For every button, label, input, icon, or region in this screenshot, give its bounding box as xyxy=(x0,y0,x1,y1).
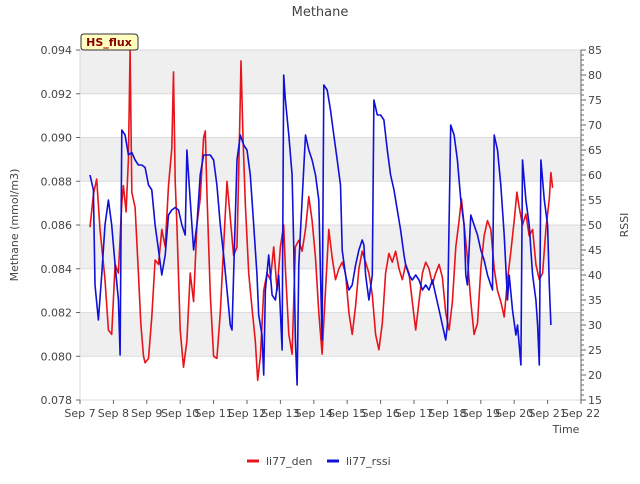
x-tick-label: Sep 12 xyxy=(228,407,266,420)
y2-tick-label: 60 xyxy=(588,169,602,182)
plot-band xyxy=(80,137,581,182)
plot-band xyxy=(80,312,581,357)
plot-bands xyxy=(80,50,581,357)
y-tick-label: 0.080 xyxy=(41,350,73,363)
chart-title: Methane xyxy=(292,5,349,20)
y-tick-label: 0.092 xyxy=(41,88,73,101)
y2-axis: 15 20 25 30 35 40 45 50 55 60 65 70 75 80 85 xyxy=(580,44,602,407)
series-layer xyxy=(89,49,554,386)
hs-flux-badge: HS_flux xyxy=(80,33,139,51)
y2-tick-label: 85 xyxy=(588,44,602,57)
x-tick-label: Sep 15 xyxy=(328,407,366,420)
y-axis: 0.078 0.080 0.082 0.084 0.086 0.088 0.090 0.092… xyxy=(41,44,80,407)
y-tick-label: 0.086 xyxy=(41,219,73,232)
x-tick-label: Sep 22 xyxy=(562,407,600,420)
x-tick-label: Sep 11 xyxy=(194,407,232,420)
legend: li77_den li77_rssi xyxy=(247,455,391,468)
y2-axis-title: RSSI xyxy=(618,213,631,238)
y2-tick-label: 50 xyxy=(588,219,602,232)
x-tick-label: Sep 14 xyxy=(295,407,333,420)
y-tick-label: 0.090 xyxy=(41,132,73,145)
y2-tick-label: 35 xyxy=(588,294,602,307)
series-line-li77_rssi xyxy=(89,74,552,386)
y-tick-label: 0.082 xyxy=(41,307,73,320)
plot-band xyxy=(80,50,581,94)
x-axis-title: Time xyxy=(552,423,580,436)
y2-tick-label: 75 xyxy=(588,94,602,107)
y2-tick-label: 40 xyxy=(588,269,602,282)
y2-tick-label: 70 xyxy=(588,119,602,132)
y2-tick-label: 20 xyxy=(588,369,602,382)
hs-flux-label: HS_flux xyxy=(86,36,132,49)
y2-tick-label: 65 xyxy=(588,144,602,157)
y-tick-label: 0.078 xyxy=(41,394,73,407)
x-tick-label: Sep 7 xyxy=(64,407,95,420)
y2-tick-label: 80 xyxy=(588,69,602,82)
legend-label-li77_den: li77_den xyxy=(266,455,312,468)
y-tick-label: 0.094 xyxy=(41,44,73,57)
y2-tick-label: 15 xyxy=(588,394,602,407)
x-tick-label: Sep 17 xyxy=(395,407,433,420)
x-tick-label: Sep 8 xyxy=(98,407,129,420)
y2-tick-label: 55 xyxy=(588,194,602,207)
legend-label-li77_rssi: li77_rssi xyxy=(346,455,391,468)
y-tick-label: 0.088 xyxy=(41,175,73,188)
y-tick-label: 0.084 xyxy=(41,263,73,276)
x-tick-label: Sep 21 xyxy=(528,407,566,420)
x-tick-label: Sep 19 xyxy=(462,407,500,420)
series-line-li77_den xyxy=(89,49,554,382)
x-tick-label: Sep 10 xyxy=(161,407,199,420)
y2-tick-label: 30 xyxy=(588,319,602,332)
x-tick-label: Sep 16 xyxy=(361,407,399,420)
y2-tick-label: 25 xyxy=(588,344,602,357)
y-axis-title: Methane (mmol/m3) xyxy=(8,169,21,282)
y2-tick-label: 45 xyxy=(588,244,602,257)
x-tick-label: Sep 20 xyxy=(495,407,533,420)
x-tick-label: Sep 13 xyxy=(261,407,299,420)
x-tick-label: Sep 9 xyxy=(131,407,162,420)
x-tick-label: Sep 18 xyxy=(428,407,466,420)
